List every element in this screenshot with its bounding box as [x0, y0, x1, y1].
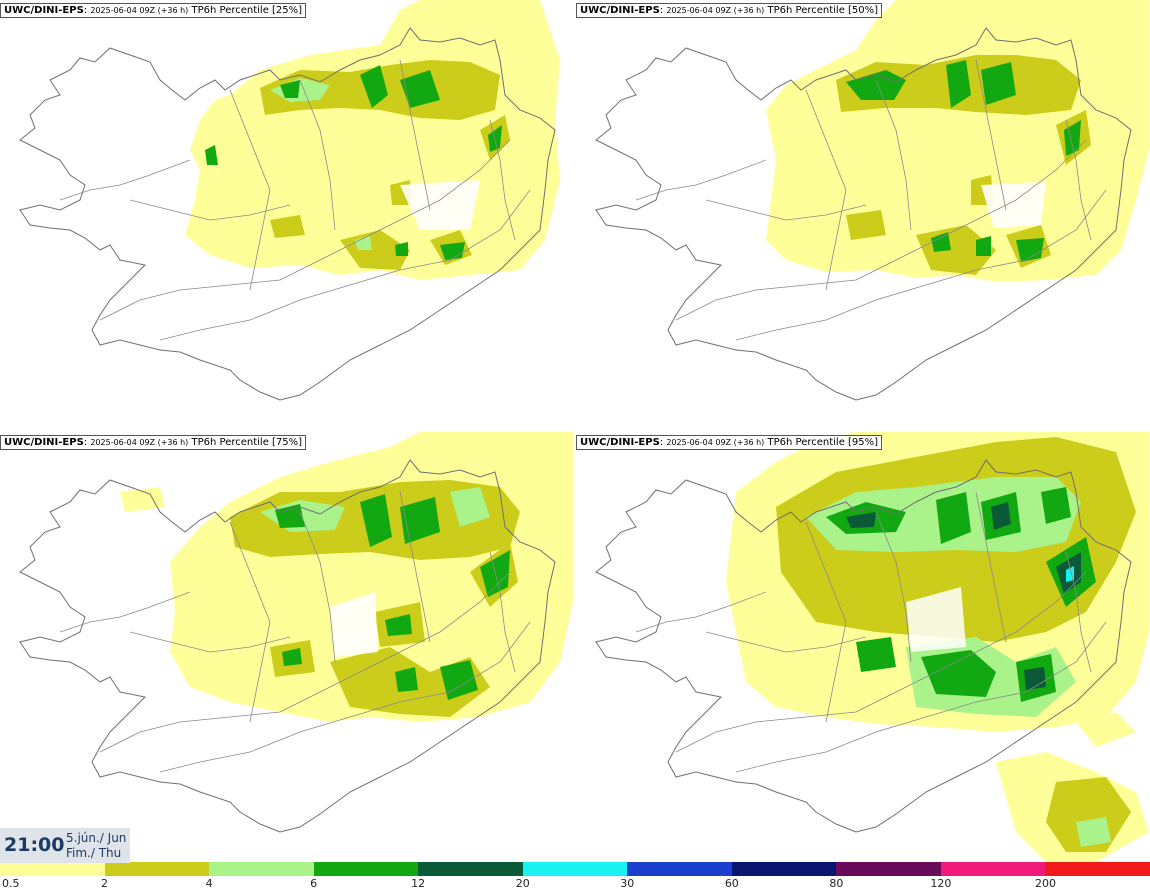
legend-label: 20 [515, 877, 530, 890]
legend-swatch [418, 862, 523, 876]
valid-time: 21:00 [4, 834, 65, 856]
precip-map-p25 [19, 0, 560, 401]
legend-label: 2 [101, 877, 109, 890]
precip-map-p95 [595, 432, 1149, 862]
legend-swatch [104, 862, 210, 876]
legend-label: 0.5 [2, 877, 20, 890]
legend-swatch [209, 862, 314, 876]
panel-title-p25: UWC/DINI-EPS: 2025-06-04 09Z (+36 h) TP6… [0, 3, 307, 18]
legend-swatch [731, 862, 837, 876]
color-legend: 0.5 2 4 6 12 20 30 60 80 120 200 [0, 862, 1150, 891]
legend-label: 30 [620, 877, 635, 890]
legend-label: 80 [829, 877, 844, 890]
legend-swatch [1045, 862, 1150, 876]
panel-divider-horizontal [0, 430, 1150, 432]
precip-map-p50 [595, 0, 1149, 401]
legend-swatch [940, 862, 1046, 876]
precip-map-p75 [19, 432, 573, 833]
legend-label: 60 [724, 877, 739, 890]
panel-title-p95: UWC/DINI-EPS: 2025-06-04 09Z (+36 h) TP6… [576, 435, 883, 450]
valid-date-line1: 5.jún./ Jun [66, 831, 127, 845]
legend-label: 12 [411, 877, 426, 890]
panel-title-p75: UWC/DINI-EPS: 2025-06-04 09Z (+36 h) TP6… [0, 435, 307, 450]
valid-date-line2: Fim./ Thu [66, 846, 122, 860]
legend-label: 6 [310, 877, 318, 890]
legend-swatch [313, 862, 419, 876]
panel-title-p50: UWC/DINI-EPS: 2025-06-04 09Z (+36 h) TP6… [576, 3, 883, 18]
map-panel-p50: UWC/DINI-EPS: 2025-06-04 09Z (+36 h) TP6… [576, 0, 1149, 430]
legend-label: 4 [205, 877, 213, 890]
legend-label: 200 [1034, 877, 1056, 890]
legend-swatch [522, 862, 628, 876]
legend-swatch [0, 862, 105, 876]
legend-swatch [836, 862, 941, 876]
legend-swatch [627, 862, 732, 876]
map-panel-p25: UWC/DINI-EPS: 2025-06-04 09Z (+36 h) TP6… [0, 0, 573, 430]
legend-swatches [0, 862, 1150, 876]
legend-label: 120 [930, 877, 952, 890]
map-panel-p95: UWC/DINI-EPS: 2025-06-04 09Z (+36 h) TP6… [576, 432, 1149, 862]
map-panel-p75: UWC/DINI-EPS: 2025-06-04 09Z (+36 h) TP6… [0, 432, 573, 862]
valid-time-box: 21:00 5.jún./ Jun Fim./ Thu [0, 828, 130, 863]
